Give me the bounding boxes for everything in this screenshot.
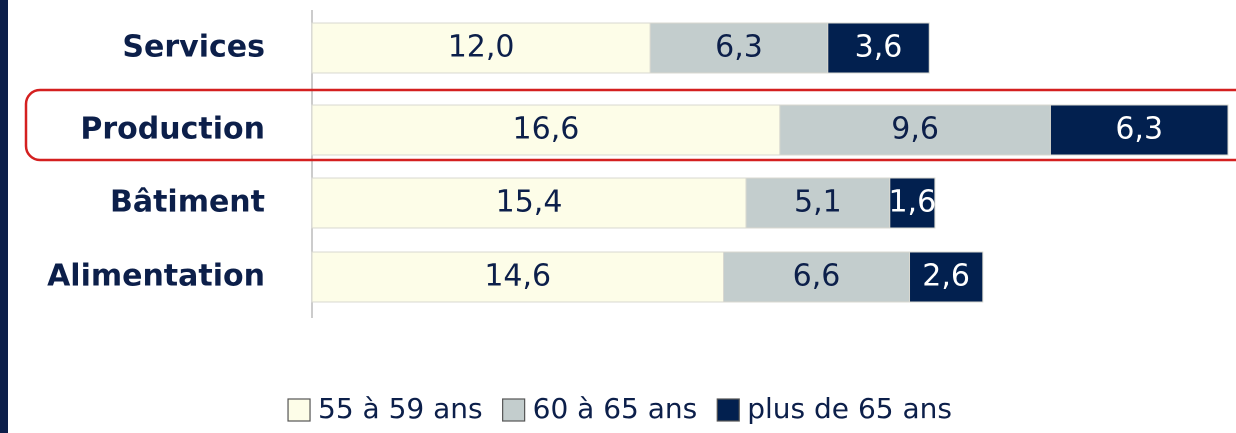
- data-label: 14,6: [484, 259, 551, 294]
- bar-segment: [889, 177, 936, 229]
- bar-segment: [311, 251, 724, 303]
- bar-segment: [311, 22, 651, 74]
- category-label: Services: [122, 30, 265, 65]
- bar-segment: [1049, 104, 1229, 156]
- data-label: 6,3: [715, 30, 763, 65]
- category-label: Alimentation: [47, 259, 265, 294]
- bar-segment: [649, 22, 829, 74]
- data-label: 2,6: [922, 259, 970, 294]
- highlight-frame: [24, 88, 1236, 162]
- legend-swatch: [716, 398, 740, 422]
- legend-label: 60 à 65 ans: [533, 392, 698, 425]
- data-label: 1,6: [888, 185, 936, 220]
- data-label: 5,1: [794, 185, 842, 220]
- side-stripe: [0, 0, 8, 433]
- data-label: 6,3: [1115, 112, 1163, 147]
- data-label: 12,0: [448, 30, 515, 65]
- data-label: 9,6: [891, 112, 939, 147]
- data-label: 6,6: [793, 259, 841, 294]
- legend-label: plus de 65 ans: [747, 392, 952, 425]
- bar-segment: [745, 177, 891, 229]
- bar-segment: [827, 22, 930, 74]
- data-label: 3,6: [855, 30, 903, 65]
- bar-segment: [311, 104, 781, 156]
- bar-segment: [909, 251, 984, 303]
- bar-segment: [722, 251, 911, 303]
- category-label: Bâtiment: [110, 185, 265, 220]
- legend-swatch: [287, 398, 311, 422]
- data-label: 16,6: [513, 112, 580, 147]
- data-label: 15,4: [496, 185, 563, 220]
- legend-swatch: [502, 398, 526, 422]
- legend-label: 55 à 59 ans: [318, 392, 483, 425]
- bar-segment: [311, 177, 747, 229]
- category-label: Production: [80, 112, 265, 147]
